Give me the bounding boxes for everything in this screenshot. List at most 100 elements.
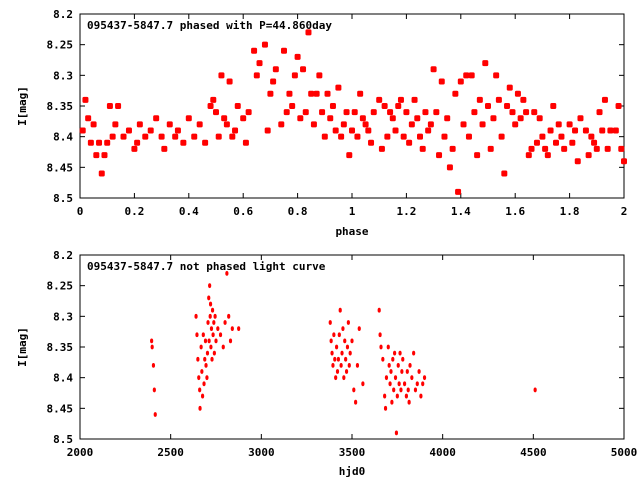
data-point bbox=[344, 369, 349, 374]
data-point bbox=[396, 363, 400, 368]
data-point bbox=[468, 72, 475, 79]
data-point bbox=[207, 103, 214, 109]
data-point bbox=[227, 313, 231, 319]
data-point bbox=[525, 152, 532, 159]
chart-title: 095437-5847.7 phased with P=44.860day bbox=[87, 19, 332, 32]
data-point bbox=[232, 127, 239, 134]
data-point bbox=[449, 145, 456, 152]
data-point bbox=[112, 121, 119, 128]
data-point bbox=[485, 103, 491, 109]
data-point bbox=[365, 127, 372, 134]
data-point bbox=[213, 313, 217, 319]
data-point bbox=[408, 121, 415, 128]
data-point bbox=[338, 307, 342, 313]
data-point bbox=[419, 145, 426, 152]
data-point bbox=[368, 139, 375, 146]
data-point bbox=[400, 369, 404, 374]
data-point bbox=[348, 350, 352, 356]
data-point bbox=[208, 301, 213, 307]
data-point bbox=[422, 109, 429, 116]
data-point bbox=[393, 375, 398, 381]
data-point bbox=[390, 399, 394, 405]
data-point bbox=[330, 350, 334, 356]
data-point bbox=[218, 332, 223, 338]
data-point bbox=[147, 127, 154, 134]
data-point bbox=[388, 381, 392, 387]
data-point bbox=[377, 307, 381, 313]
data-point bbox=[550, 103, 557, 109]
data-point bbox=[151, 363, 156, 368]
data-point bbox=[261, 41, 268, 48]
data-point bbox=[196, 356, 200, 362]
data-point bbox=[384, 133, 391, 140]
data-point bbox=[332, 127, 339, 134]
x-axis-label: phase bbox=[335, 225, 368, 238]
data-point bbox=[498, 133, 505, 140]
data-point bbox=[533, 139, 540, 146]
x-tick-label: 2 bbox=[621, 205, 628, 218]
data-point bbox=[204, 363, 208, 368]
x-tick-label: 2000 bbox=[67, 446, 94, 459]
data-point bbox=[520, 96, 527, 103]
data-point bbox=[536, 115, 543, 122]
data-point bbox=[582, 127, 589, 134]
data-point bbox=[209, 326, 214, 331]
data-point bbox=[407, 399, 411, 405]
data-point bbox=[297, 115, 304, 122]
data-point bbox=[85, 115, 92, 122]
data-point bbox=[523, 109, 530, 116]
data-point bbox=[340, 121, 347, 128]
data-point bbox=[452, 90, 459, 97]
data-point bbox=[362, 121, 369, 128]
data-point bbox=[321, 133, 328, 140]
plot-frame bbox=[79, 254, 625, 440]
data-point bbox=[384, 375, 389, 381]
data-point bbox=[359, 115, 366, 122]
data-point bbox=[214, 338, 218, 344]
y-tick-label: 8.3 bbox=[53, 310, 73, 323]
data-point bbox=[544, 152, 551, 159]
data-point bbox=[223, 320, 227, 325]
data-point bbox=[87, 139, 94, 146]
data-point bbox=[191, 133, 198, 140]
data-point bbox=[355, 363, 360, 368]
data-point bbox=[354, 399, 358, 405]
data-point bbox=[566, 121, 573, 128]
data-point bbox=[395, 393, 399, 399]
x-tick-label: 0.2 bbox=[124, 205, 144, 218]
data-point bbox=[596, 109, 603, 116]
data-point bbox=[422, 375, 427, 381]
data-point bbox=[335, 84, 342, 91]
x-tick-label: 4000 bbox=[429, 446, 456, 459]
data-point bbox=[242, 139, 249, 146]
data-point bbox=[465, 133, 472, 140]
data-point bbox=[212, 320, 216, 325]
data-point bbox=[417, 369, 421, 374]
data-point bbox=[305, 29, 312, 36]
data-point bbox=[349, 127, 355, 134]
data-point bbox=[223, 121, 230, 128]
data-point bbox=[389, 369, 393, 374]
data-points bbox=[150, 271, 537, 436]
data-point bbox=[413, 387, 418, 393]
x-tick-label: 3000 bbox=[248, 446, 275, 459]
data-point bbox=[379, 344, 383, 350]
data-point bbox=[267, 90, 274, 97]
data-point bbox=[474, 152, 481, 159]
data-point bbox=[230, 326, 234, 331]
data-point bbox=[208, 283, 212, 289]
data-point bbox=[210, 96, 217, 103]
data-point bbox=[397, 381, 401, 387]
data-point bbox=[618, 145, 625, 152]
data-point bbox=[225, 271, 229, 276]
data-point bbox=[338, 133, 345, 140]
data-point bbox=[316, 72, 323, 79]
y-axis-label: I[mag] bbox=[16, 327, 29, 367]
data-point bbox=[197, 375, 201, 381]
data-point bbox=[615, 103, 622, 109]
data-point bbox=[463, 72, 470, 79]
data-point bbox=[328, 320, 332, 325]
data-point bbox=[512, 121, 519, 128]
data-point bbox=[553, 139, 559, 146]
data-point bbox=[352, 387, 356, 393]
